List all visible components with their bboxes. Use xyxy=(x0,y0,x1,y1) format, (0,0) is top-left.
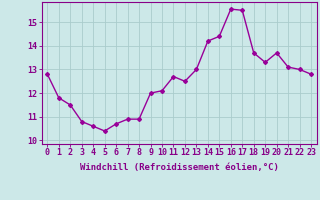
X-axis label: Windchill (Refroidissement éolien,°C): Windchill (Refroidissement éolien,°C) xyxy=(80,163,279,172)
